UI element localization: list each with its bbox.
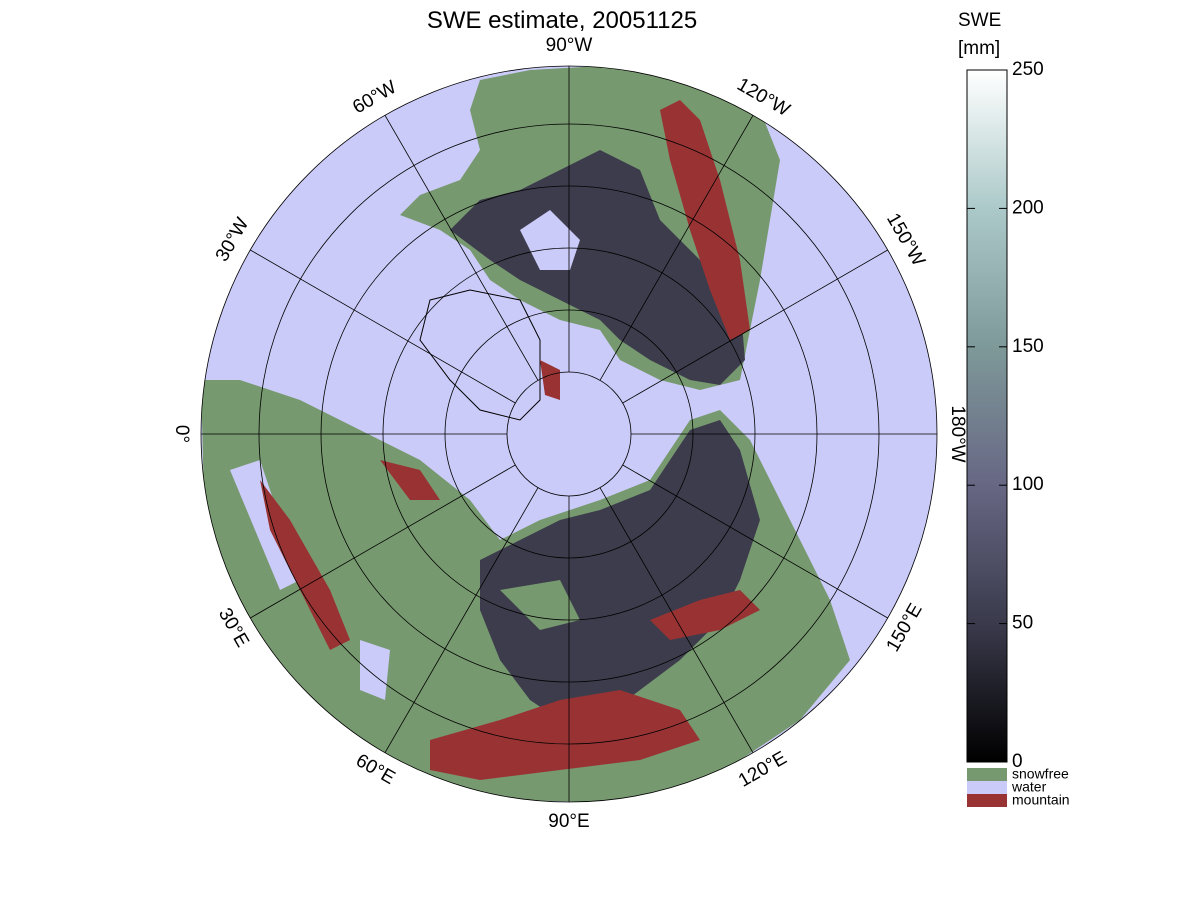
colorbar — [966, 69, 1008, 763]
baltic — [230, 460, 300, 590]
legend-label: water — [1011, 779, 1047, 795]
colorbar-tick-label: 150 — [1012, 336, 1044, 357]
meridian — [250, 249, 516, 404]
meridian — [622, 249, 888, 404]
graticule — [200, 65, 938, 803]
meridian — [599, 487, 754, 753]
meridian-label: 90°W — [546, 35, 593, 56]
meridian-label: 180°W — [947, 405, 968, 462]
caspian — [360, 640, 390, 700]
legend-label: mountain — [1012, 792, 1070, 808]
colorbar-tick-label: 250 — [1012, 59, 1044, 80]
snow-area — [480, 420, 760, 720]
colorbar-tick-label: 50 — [1012, 613, 1033, 634]
greenland-coast — [540, 360, 560, 400]
meridian — [384, 115, 539, 381]
land-layer — [201, 66, 850, 802]
meridian — [599, 115, 754, 381]
legend-label: snowfree — [1012, 766, 1069, 782]
meridian — [250, 464, 516, 619]
colorbar-tick-label: 100 — [1012, 474, 1044, 495]
greenland — [419, 289, 541, 421]
map — [200, 65, 938, 803]
meridian — [622, 464, 888, 619]
colorbar-label: [mm] — [958, 38, 1000, 59]
title: SWE estimate, 20051125 — [427, 7, 697, 34]
meridian — [384, 487, 539, 753]
scandes — [260, 480, 350, 650]
hudson-bay — [520, 210, 580, 270]
snowfree-patch — [500, 580, 580, 630]
colorbar-tick-label: 0 — [1012, 751, 1023, 772]
meridian-label: 90°E — [548, 811, 589, 832]
himalaya — [430, 690, 700, 780]
snow-area — [450, 150, 745, 385]
colorbar-tick-label: 200 — [1012, 197, 1044, 218]
legend-swatch — [967, 794, 1007, 807]
legend-swatch — [967, 768, 1007, 781]
siberian-ranges — [650, 590, 760, 640]
rockies — [660, 100, 750, 340]
legend-swatch — [967, 781, 1007, 794]
colorbar-label: SWE — [958, 10, 1001, 31]
meridian-label: 0° — [171, 425, 192, 443]
alps — [380, 460, 440, 500]
